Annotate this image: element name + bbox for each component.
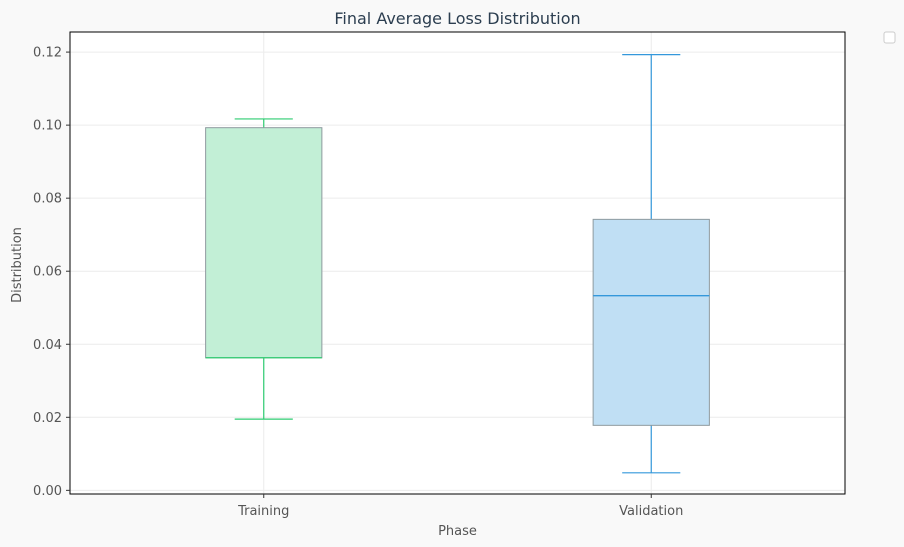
iqr-box xyxy=(205,127,323,359)
axes-background xyxy=(70,32,845,494)
plot-area: 0.00 0.02 0.04 0.06 0.08 0.10 0.12 Training Vali… xyxy=(33,31,846,519)
box-validation xyxy=(592,54,710,474)
y-axis-label: Distribution xyxy=(10,227,25,303)
y-tick-label: 0.10 xyxy=(33,119,62,134)
y-tick-label: 0.04 xyxy=(33,338,62,353)
x-tick-label: Validation xyxy=(619,504,683,519)
iqr-box xyxy=(592,218,710,426)
chart-title: Final Average Loss Distribution xyxy=(334,9,580,28)
x-axis-label: Phase xyxy=(438,524,477,539)
legend-box xyxy=(883,31,896,44)
y-tick-label: 0.08 xyxy=(33,192,62,207)
x-tick-label: Training xyxy=(237,504,289,519)
ticks: 0.00 0.02 0.04 0.06 0.08 0.10 0.12 Training Vali… xyxy=(33,46,683,519)
y-tick-label: 0.12 xyxy=(33,46,62,61)
axes-frame xyxy=(69,31,846,495)
box-training xyxy=(205,118,323,420)
boxes xyxy=(205,54,710,474)
y-tick-label: 0.02 xyxy=(33,411,62,426)
y-tick-label: 0.06 xyxy=(33,265,62,280)
y-tick-label: 0.00 xyxy=(33,484,62,499)
